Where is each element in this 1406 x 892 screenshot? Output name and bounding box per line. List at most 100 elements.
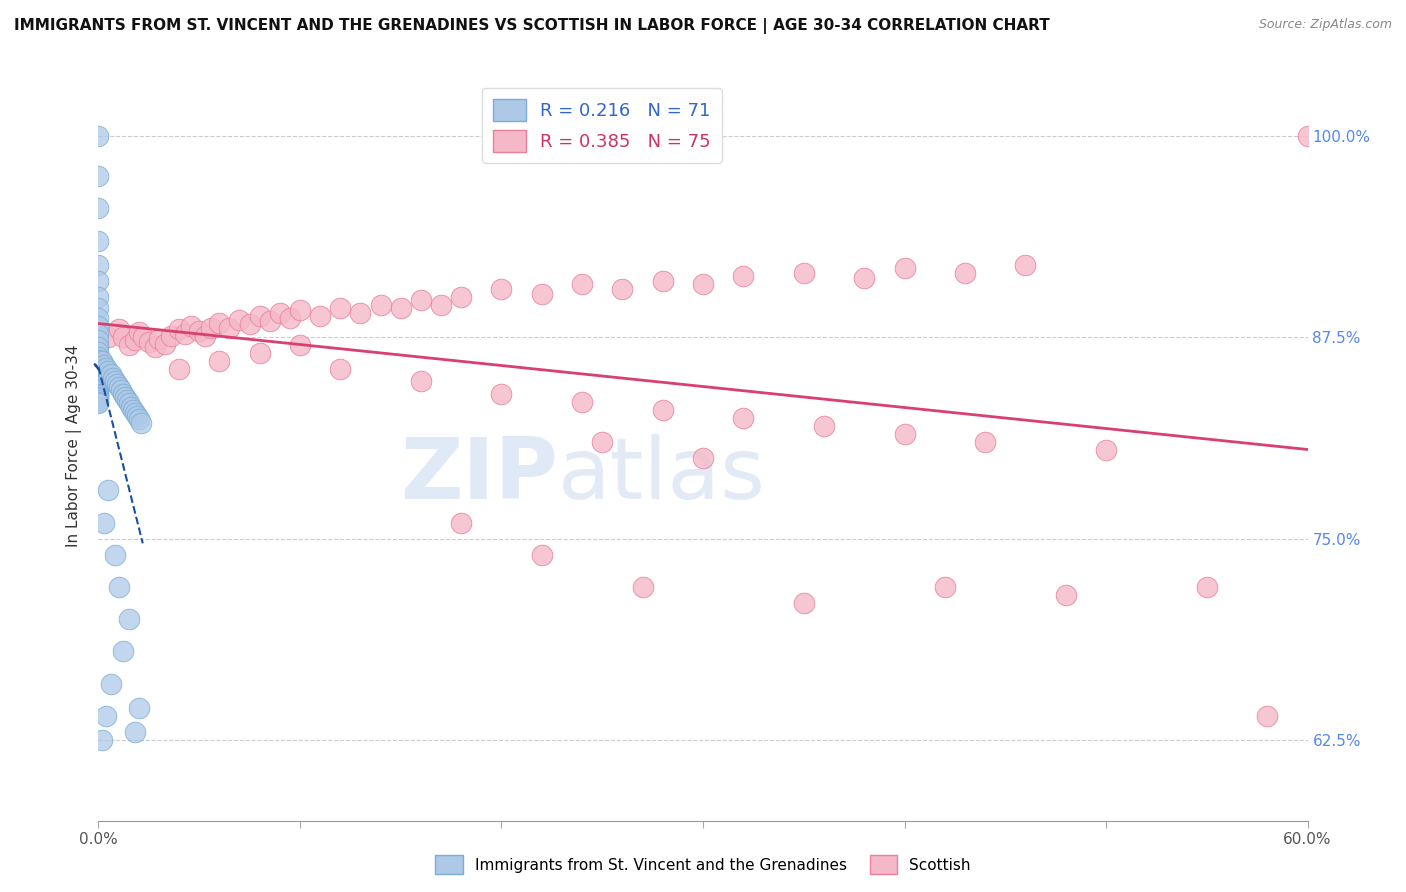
Point [107,580,129,594]
Point [87,390,110,404]
Point [110,384,132,398]
Point [87,274,110,288]
Point [96,709,118,723]
Point [87,392,110,406]
Point [87,340,110,354]
Point [107,380,129,394]
Point [111,644,134,658]
Point [278,310,301,325]
Point [188,324,211,338]
Point [1195,580,1218,594]
Point [87,258,110,272]
Point [1095,443,1118,458]
Point [571,277,593,291]
Point [128,701,150,715]
Point [530,548,553,562]
Point [87,366,110,380]
Point [103,374,125,388]
Point [87,310,110,325]
Point [87,354,110,368]
Point [87,393,110,408]
Point [491,386,513,401]
Point [132,330,155,344]
Point [118,612,141,626]
Point [120,400,142,414]
Point [87,318,110,333]
Point [87,364,110,378]
Text: Source: ZipAtlas.com: Source: ZipAtlas.com [1258,18,1392,31]
Point [87,362,110,376]
Point [128,412,150,426]
Point [103,548,125,562]
Point [87,326,110,341]
Point [288,338,311,352]
Point [115,393,138,408]
Point [91,733,114,747]
Point [111,330,134,344]
Point [87,384,110,399]
Point [124,725,146,739]
Point [651,402,673,417]
Point [167,362,190,376]
Point [370,298,392,312]
Point [160,328,183,343]
Point [612,282,634,296]
Point [121,402,143,417]
Point [349,306,371,320]
Point [208,316,231,330]
Point [793,266,815,280]
Point [87,396,110,410]
Point [174,326,197,341]
Point [114,390,136,404]
Point [218,320,240,334]
Point [249,310,271,324]
Point [733,410,755,425]
Point [87,376,110,390]
Point [571,394,593,409]
Point [87,290,110,304]
Point [138,334,160,349]
Point [143,340,166,354]
Point [329,301,352,316]
Point [893,260,915,275]
Point [87,234,110,248]
Point [200,320,222,334]
Point [692,451,714,466]
Point [180,318,202,333]
Point [953,266,976,280]
Point [87,388,110,402]
Point [87,382,110,396]
Legend: R = 0.216   N = 71, R = 0.385   N = 75: R = 0.216 N = 71, R = 0.385 N = 75 [482,88,721,162]
Point [853,270,876,285]
Point [107,322,129,336]
Point [450,516,472,530]
Point [87,202,110,216]
Point [87,356,110,370]
Point [87,384,110,398]
Point [87,370,110,384]
Text: ZIP: ZIP [401,434,558,517]
Point [93,358,115,372]
Point [124,334,146,348]
Point [124,406,146,420]
Point [87,378,110,392]
Point [87,350,110,364]
Point [491,282,513,296]
Point [530,286,553,301]
Point [934,580,956,594]
Point [87,368,110,382]
Point [91,354,114,368]
Point [228,312,250,326]
Point [409,293,432,308]
Point [194,328,217,343]
Point [631,580,654,594]
Point [118,396,141,410]
Point [409,374,432,388]
Point [87,372,110,386]
Point [893,426,915,441]
Point [288,302,311,317]
Point [87,374,110,388]
Point [167,322,190,336]
Point [105,376,128,391]
Point [208,354,231,368]
